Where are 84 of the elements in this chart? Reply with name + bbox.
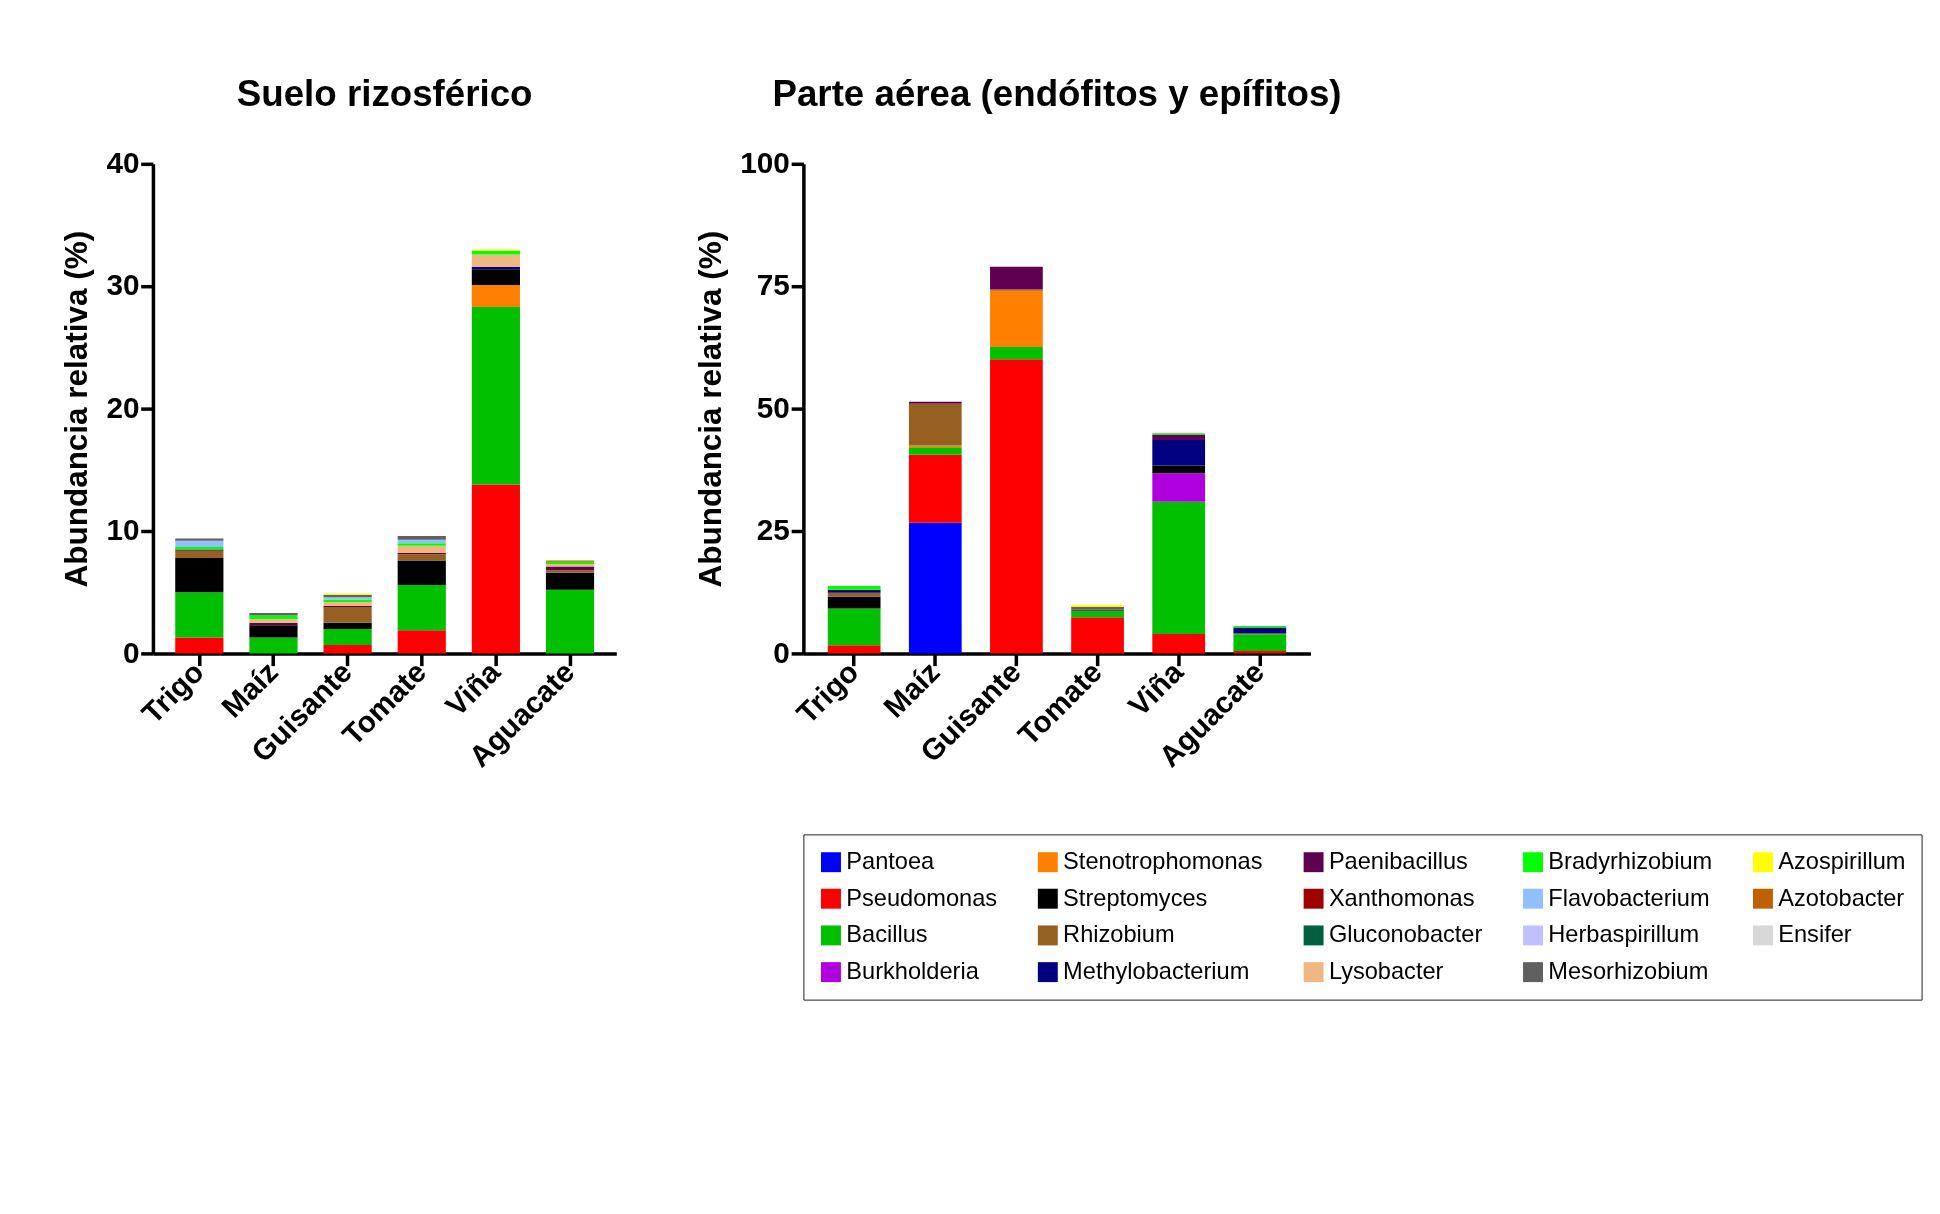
legend-label: Methylobacterium — [1063, 958, 1250, 985]
chart-title: Suelo rizosférico — [236, 73, 533, 115]
bar — [908, 522, 962, 654]
y-tick-label: 0 — [122, 635, 140, 669]
bar — [827, 596, 881, 609]
y-tick-label: 25 — [756, 513, 790, 547]
bar — [175, 558, 224, 593]
bar — [1152, 465, 1206, 474]
bar — [471, 269, 520, 286]
y-tick-label: 0 — [773, 635, 790, 669]
y-tick-label: 20 — [106, 390, 140, 424]
bar — [908, 447, 962, 455]
bar — [545, 589, 595, 654]
bar — [1071, 617, 1124, 654]
bar — [471, 307, 520, 485]
bar — [323, 606, 372, 623]
bar — [397, 554, 446, 561]
bar — [1152, 473, 1206, 502]
bar — [249, 625, 298, 638]
y-tick-label: 40 — [106, 146, 140, 180]
bar — [990, 290, 1043, 347]
legend-label: Gluconobacter — [1328, 921, 1483, 948]
legend-label: Pseudomonas — [846, 884, 998, 911]
legend-label: Azospirillum — [1778, 848, 1906, 875]
y-tick-label: 50 — [756, 390, 790, 424]
legend-label: Ensifer — [1778, 921, 1852, 948]
y-tick-label: 30 — [106, 268, 140, 302]
bar — [827, 589, 881, 593]
bar — [827, 592, 881, 597]
y-axis-title: Abundancia relativa (%) — [693, 230, 729, 588]
bar — [1152, 633, 1206, 654]
bar — [1152, 440, 1206, 466]
bar — [1233, 634, 1287, 652]
legend-label: Bradyrhizobium — [1548, 848, 1713, 875]
legend-label: Azotobacter — [1778, 884, 1905, 911]
bar — [471, 254, 520, 267]
bar — [990, 266, 1043, 290]
bar — [1152, 501, 1206, 634]
bar — [471, 285, 520, 308]
bar — [397, 560, 446, 585]
bar — [175, 538, 224, 541]
bar — [249, 637, 298, 654]
bar — [471, 484, 520, 654]
bar — [908, 403, 962, 446]
legend-label: Paenibacillus — [1328, 848, 1468, 875]
bar — [323, 644, 372, 654]
y-tick-label: 75 — [756, 268, 790, 302]
bar — [1152, 434, 1206, 441]
bar — [545, 572, 595, 590]
bar — [175, 592, 224, 638]
bar — [990, 359, 1043, 654]
legend-label: Pantoea — [846, 848, 936, 875]
bar — [990, 346, 1043, 360]
bar — [323, 622, 372, 629]
bar — [175, 637, 224, 654]
legend-label: Burkholderia — [846, 958, 980, 985]
bar — [827, 585, 881, 590]
legend-label: Flavobacterium — [1548, 884, 1710, 911]
legend-label: Stenotrophomonas — [1063, 848, 1263, 875]
y-tick-label: 100 — [740, 146, 790, 180]
bar — [397, 545, 446, 554]
y-tick-label: 10 — [106, 513, 140, 547]
legend-label: Xanthomonas — [1328, 884, 1475, 911]
chart-title: Parte aérea (endófitos y epífitos) — [772, 73, 1342, 115]
legend-label: Bacillus — [846, 921, 928, 948]
legend-label: Herbaspirillum — [1548, 921, 1700, 948]
bar — [323, 628, 372, 645]
y-axis-title: Abundancia relativa (%) — [59, 230, 95, 588]
bar — [175, 540, 224, 547]
bar — [397, 535, 446, 540]
legend-label: Mesorhizobium — [1548, 958, 1709, 985]
bar — [397, 543, 446, 546]
bar — [545, 570, 595, 573]
bar — [175, 550, 224, 558]
bar — [827, 645, 881, 654]
legend-label: Rhizobium — [1063, 921, 1175, 948]
legend-label: Streptomyces — [1063, 884, 1208, 911]
bar — [397, 584, 446, 631]
bar — [1071, 610, 1124, 618]
bar — [249, 613, 298, 616]
bar — [827, 608, 881, 646]
bar — [397, 630, 446, 654]
bar — [908, 454, 962, 523]
legend-label: Lysobacter — [1328, 958, 1444, 985]
